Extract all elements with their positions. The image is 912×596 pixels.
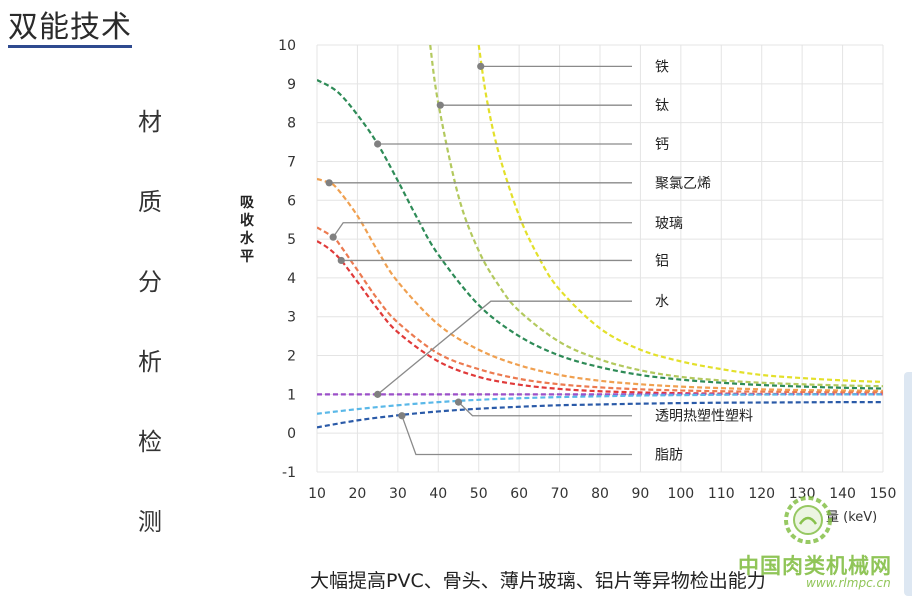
x-tick-label: 90 <box>632 486 650 502</box>
side-char: 质 <box>138 188 162 216</box>
y-tick-label: 3 <box>287 310 296 326</box>
x-tick-label: 110 <box>708 486 735 502</box>
series-label: 玻璃 <box>655 215 683 232</box>
x-tick-label: 80 <box>591 486 609 502</box>
y-axis-label-char: 水 <box>240 230 255 247</box>
y-tick-label: 7 <box>287 154 296 170</box>
leader-line <box>377 300 632 395</box>
series-line-玻璃 <box>317 226 883 394</box>
series-label: 铝 <box>655 253 669 269</box>
series-label: 水 <box>655 294 669 310</box>
series-line-钛 <box>429 45 883 388</box>
series-line-铁 <box>477 45 883 384</box>
series-label: 聚氯乙烯 <box>655 176 711 192</box>
y-tick-label: 4 <box>287 271 296 287</box>
series-marker <box>477 62 485 70</box>
chart-caption: 大幅提高PVC、骨头、薄片玻璃、铝片等异物检出能力 <box>310 570 766 592</box>
chart-leader-lines <box>325 62 632 456</box>
watermark-url: www.rlmpc.cn <box>806 576 891 590</box>
title-underline <box>8 45 132 48</box>
x-tick-label: 60 <box>510 486 528 502</box>
series-line-透明热塑性塑料 <box>317 393 883 415</box>
side-char: 分 <box>138 268 162 296</box>
x-tick-label: 40 <box>429 486 447 502</box>
series-line-聚氯乙烯 <box>317 177 883 392</box>
watermark: 中国肉类机械网 www.rlmpc.cn <box>728 496 908 596</box>
series-label: 钛 <box>655 98 669 114</box>
y-tick-label: -1 <box>282 465 296 481</box>
y-tick-label: 8 <box>287 116 296 132</box>
chart-grid <box>316 44 884 473</box>
y-axis-label-char: 收 <box>240 212 255 229</box>
series-line-钙 <box>317 78 883 390</box>
series-marker <box>337 256 345 265</box>
watermark-text: 中国肉类机械网 <box>738 554 892 578</box>
series-line-脂肪 <box>317 401 883 429</box>
x-tick-label: 50 <box>470 486 488 502</box>
decorative-edge <box>904 372 912 596</box>
y-tick-label: 9 <box>287 77 296 93</box>
x-tick-label: 100 <box>667 486 694 502</box>
series-marker <box>374 140 382 148</box>
x-tick-label: 70 <box>551 486 569 502</box>
series-marker <box>374 390 382 398</box>
x-tick-label: 10 <box>308 486 326 502</box>
series-marker <box>325 179 333 187</box>
x-tick-label: 120 <box>748 486 775 502</box>
y-tick-label: 1 <box>287 387 296 403</box>
series-label: 铁 <box>655 59 669 75</box>
series-label: 透明热塑性塑料 <box>655 409 753 425</box>
y-axis-label-char: 吸 <box>240 195 255 211</box>
y-tick-label: 6 <box>287 193 296 209</box>
series-marker <box>454 398 463 406</box>
leader-line <box>458 401 632 417</box>
x-tick-label: 130 <box>789 486 816 502</box>
x-tick-label: 150 <box>870 486 897 502</box>
y-tick-label: 0 <box>287 426 296 442</box>
x-axis-label: 量 (keV) <box>826 510 877 525</box>
chart-axes: -1 0 1 2 3 4 5 6 7 8 9 10 10 20 30 40 50 60 70 80 90 100 110 12… <box>240 38 896 525</box>
leader-line <box>401 415 632 456</box>
series-label: 钙 <box>655 137 669 153</box>
y-axis-label-char: 平 <box>240 249 254 265</box>
x-tick-label: 140 <box>829 486 856 502</box>
chart-series <box>317 45 883 429</box>
side-vertical-text: 材 质 分 析 检 测 <box>120 92 180 572</box>
y-tick-label: 10 <box>278 38 296 54</box>
page-title: 双能技术 <box>8 10 132 45</box>
side-char: 析 <box>138 348 162 376</box>
x-tick-label: 20 <box>349 486 367 502</box>
series-marker <box>436 101 444 109</box>
leader-line <box>332 222 632 238</box>
side-char: 材 <box>138 108 162 136</box>
series-marker <box>398 412 406 420</box>
side-char: 检 <box>138 428 162 456</box>
watermark-badge-icon <box>784 496 832 544</box>
y-tick-label: 5 <box>287 232 296 248</box>
series-label: 脂肪 <box>655 448 683 464</box>
x-tick-label: 30 <box>389 486 407 502</box>
y-tick-label: 2 <box>287 349 296 365</box>
series-marker <box>329 233 337 241</box>
side-char: 测 <box>138 508 162 536</box>
